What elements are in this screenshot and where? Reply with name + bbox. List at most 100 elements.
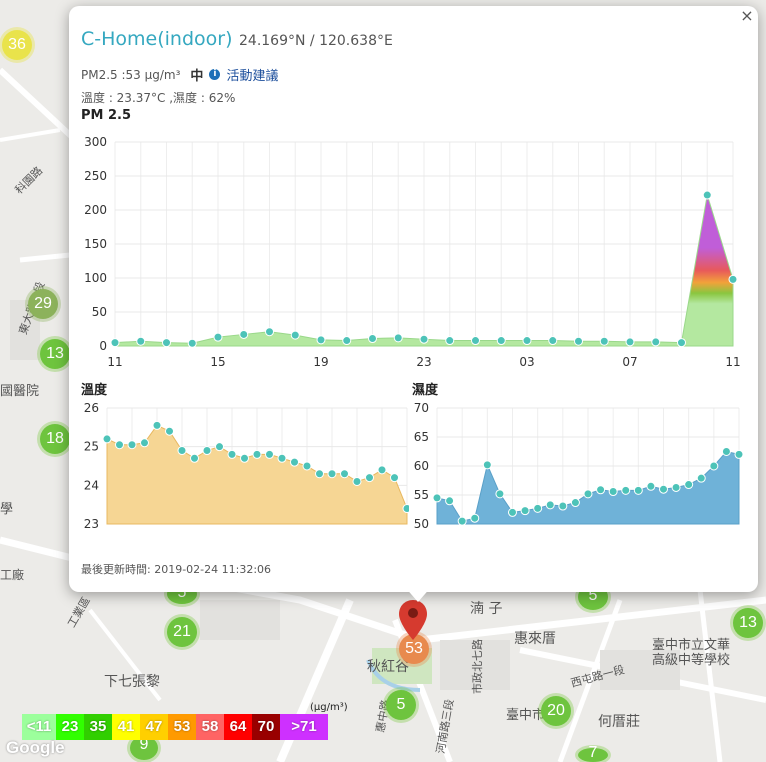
data-point[interactable]	[302, 461, 312, 471]
area-series	[436, 450, 740, 525]
data-point[interactable]	[102, 434, 112, 444]
aqi-marker[interactable]: 29	[28, 289, 58, 319]
data-point[interactable]	[165, 426, 174, 436]
data-point[interactable]	[327, 469, 337, 479]
data-point[interactable]	[522, 336, 532, 346]
data-point[interactable]	[115, 440, 124, 450]
data-point[interactable]	[734, 449, 744, 459]
data-point[interactable]	[190, 453, 199, 463]
data-point[interactable]	[570, 498, 580, 508]
data-point[interactable]	[213, 332, 223, 342]
data-point[interactable]	[352, 476, 362, 486]
data-point[interactable]	[365, 473, 374, 483]
data-point[interactable]	[721, 447, 731, 456]
data-point[interactable]	[227, 449, 237, 459]
data-point[interactable]	[599, 336, 609, 346]
data-point[interactable]	[482, 460, 492, 470]
data-point[interactable]	[290, 457, 299, 467]
legend-item: 70	[252, 714, 280, 740]
data-point[interactable]	[342, 336, 352, 346]
data-point[interactable]	[633, 485, 643, 495]
data-point[interactable]	[702, 190, 712, 200]
data-point[interactable]	[495, 489, 505, 499]
data-point[interactable]	[533, 503, 543, 513]
data-point[interactable]	[419, 334, 429, 344]
data-point[interactable]	[127, 440, 137, 450]
data-point[interactable]	[202, 446, 212, 456]
data-point[interactable]	[471, 336, 480, 346]
data-point[interactable]	[265, 327, 274, 337]
data-point[interactable]	[520, 506, 530, 516]
legend-unit: (μg/m³)	[310, 702, 348, 713]
data-point[interactable]	[402, 504, 409, 514]
data-point[interactable]	[277, 453, 287, 463]
aqi-marker[interactable]: 7	[578, 745, 608, 762]
data-point[interactable]	[390, 473, 399, 483]
data-point[interactable]	[445, 496, 455, 506]
map-pin-icon[interactable]	[399, 600, 427, 640]
data-point[interactable]	[240, 453, 249, 463]
data-point[interactable]	[140, 438, 149, 448]
data-point[interactable]	[290, 330, 300, 340]
data-point[interactable]	[215, 442, 224, 452]
close-button[interactable]: ×	[740, 6, 754, 25]
data-point[interactable]	[659, 484, 668, 494]
data-point[interactable]	[608, 487, 618, 497]
info-icon[interactable]: i	[209, 69, 221, 80]
data-point[interactable]	[684, 480, 694, 490]
data-point[interactable]	[583, 489, 593, 499]
data-point[interactable]	[340, 469, 349, 479]
data-point[interactable]	[709, 461, 719, 471]
data-point[interactable]	[393, 333, 403, 343]
data-point[interactable]	[315, 469, 324, 479]
x-tick-label: 15	[210, 355, 225, 369]
data-point[interactable]	[545, 500, 555, 510]
data-point[interactable]	[548, 336, 558, 346]
legend-item: 23	[56, 714, 84, 740]
aqi-marker[interactable]: 20	[541, 696, 571, 726]
data-point[interactable]	[110, 338, 120, 348]
data-point[interactable]	[496, 336, 506, 346]
data-point[interactable]	[728, 274, 738, 284]
aqi-marker-selected[interactable]: 53	[399, 634, 429, 664]
data-point[interactable]	[508, 507, 517, 517]
data-point[interactable]	[558, 501, 568, 511]
data-point[interactable]	[162, 338, 171, 348]
data-point[interactable]	[316, 335, 326, 345]
data-point[interactable]	[621, 485, 631, 495]
station-popup: × C-Home(indoor) 24.169°N / 120.638°E PM…	[69, 6, 758, 592]
data-point[interactable]	[574, 336, 583, 346]
data-point[interactable]	[432, 493, 442, 503]
data-point[interactable]	[696, 473, 706, 483]
y-tick-label: 24	[84, 478, 99, 492]
data-point[interactable]	[252, 449, 262, 459]
data-point[interactable]	[368, 334, 377, 344]
aqi-marker[interactable]: 9	[130, 736, 158, 760]
data-point[interactable]	[651, 337, 661, 347]
y-tick-label: 60	[414, 459, 429, 473]
data-point[interactable]	[377, 465, 387, 475]
temp-humidity: 溫度 : 23.37°C ,濕度 : 62%	[81, 91, 236, 105]
y-tick-label: 25	[84, 440, 99, 454]
data-point[interactable]	[470, 513, 480, 523]
data-point[interactable]	[239, 329, 249, 339]
data-point[interactable]	[177, 446, 187, 456]
aqi-marker[interactable]: 21	[167, 617, 197, 647]
data-point[interactable]	[671, 482, 681, 492]
data-point[interactable]	[677, 338, 686, 348]
data-point[interactable]	[596, 485, 606, 495]
aqi-marker[interactable]: 36	[2, 30, 32, 60]
activity-advice-link[interactable]: 活動建議	[226, 69, 279, 84]
aqi-marker[interactable]: 18	[40, 424, 70, 454]
aqi-marker[interactable]: 5	[386, 690, 416, 720]
data-point[interactable]	[646, 481, 656, 491]
data-point[interactable]	[457, 516, 467, 526]
data-point[interactable]	[152, 420, 162, 430]
aqi-marker[interactable]: 13	[40, 339, 70, 369]
data-point[interactable]	[445, 336, 455, 346]
data-point[interactable]	[136, 336, 146, 346]
data-point[interactable]	[625, 337, 635, 347]
aqi-marker[interactable]: 13	[733, 608, 763, 638]
data-point[interactable]	[187, 338, 197, 348]
data-point[interactable]	[265, 449, 274, 459]
